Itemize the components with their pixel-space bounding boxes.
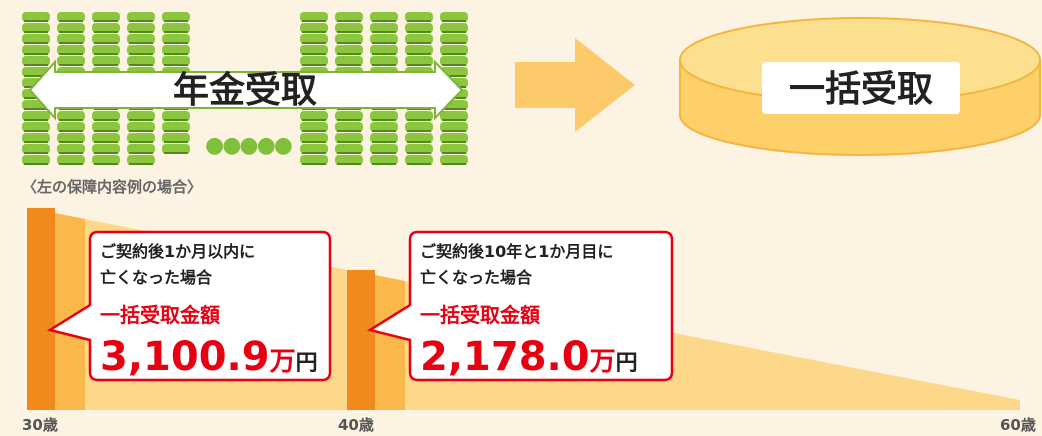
unit: 万 [270, 347, 296, 377]
unit: 万 [590, 347, 616, 377]
age-label: 60歳 [1000, 416, 1036, 434]
illustration: 年金受取 ●●●●● 一括受取 〈左の保障内容例の場合〉 ご契約後1か月以内に亡… [0, 0, 1042, 436]
highlight-bar [27, 208, 55, 410]
lump-label: 一括受取 [789, 69, 933, 110]
callout-line: 亡くなった場合 [100, 268, 213, 287]
dots: ●●●●● [205, 133, 292, 158]
callout-line: ご契約後1か月以内に [100, 242, 255, 261]
highlight-band [375, 275, 405, 410]
callout-line: 亡くなった場合 [420, 268, 533, 287]
age-label: 40歳 [338, 416, 374, 434]
highlight-bar [347, 270, 375, 410]
callout-line: ご契約後10年と1か月目に [420, 242, 613, 261]
currency: 円 [296, 351, 318, 376]
amount: 3,100.9 [100, 334, 270, 380]
callout-heading: 一括受取金額 [100, 303, 220, 327]
currency: 円 [616, 351, 638, 376]
amount: 2,178.0 [420, 334, 590, 380]
note: 〈左の保障内容例の場合〉 [22, 178, 202, 196]
annuity-label: 年金受取 [173, 69, 317, 111]
age-label: 30歳 [22, 416, 58, 434]
callout-heading: 一括受取金額 [420, 303, 540, 327]
